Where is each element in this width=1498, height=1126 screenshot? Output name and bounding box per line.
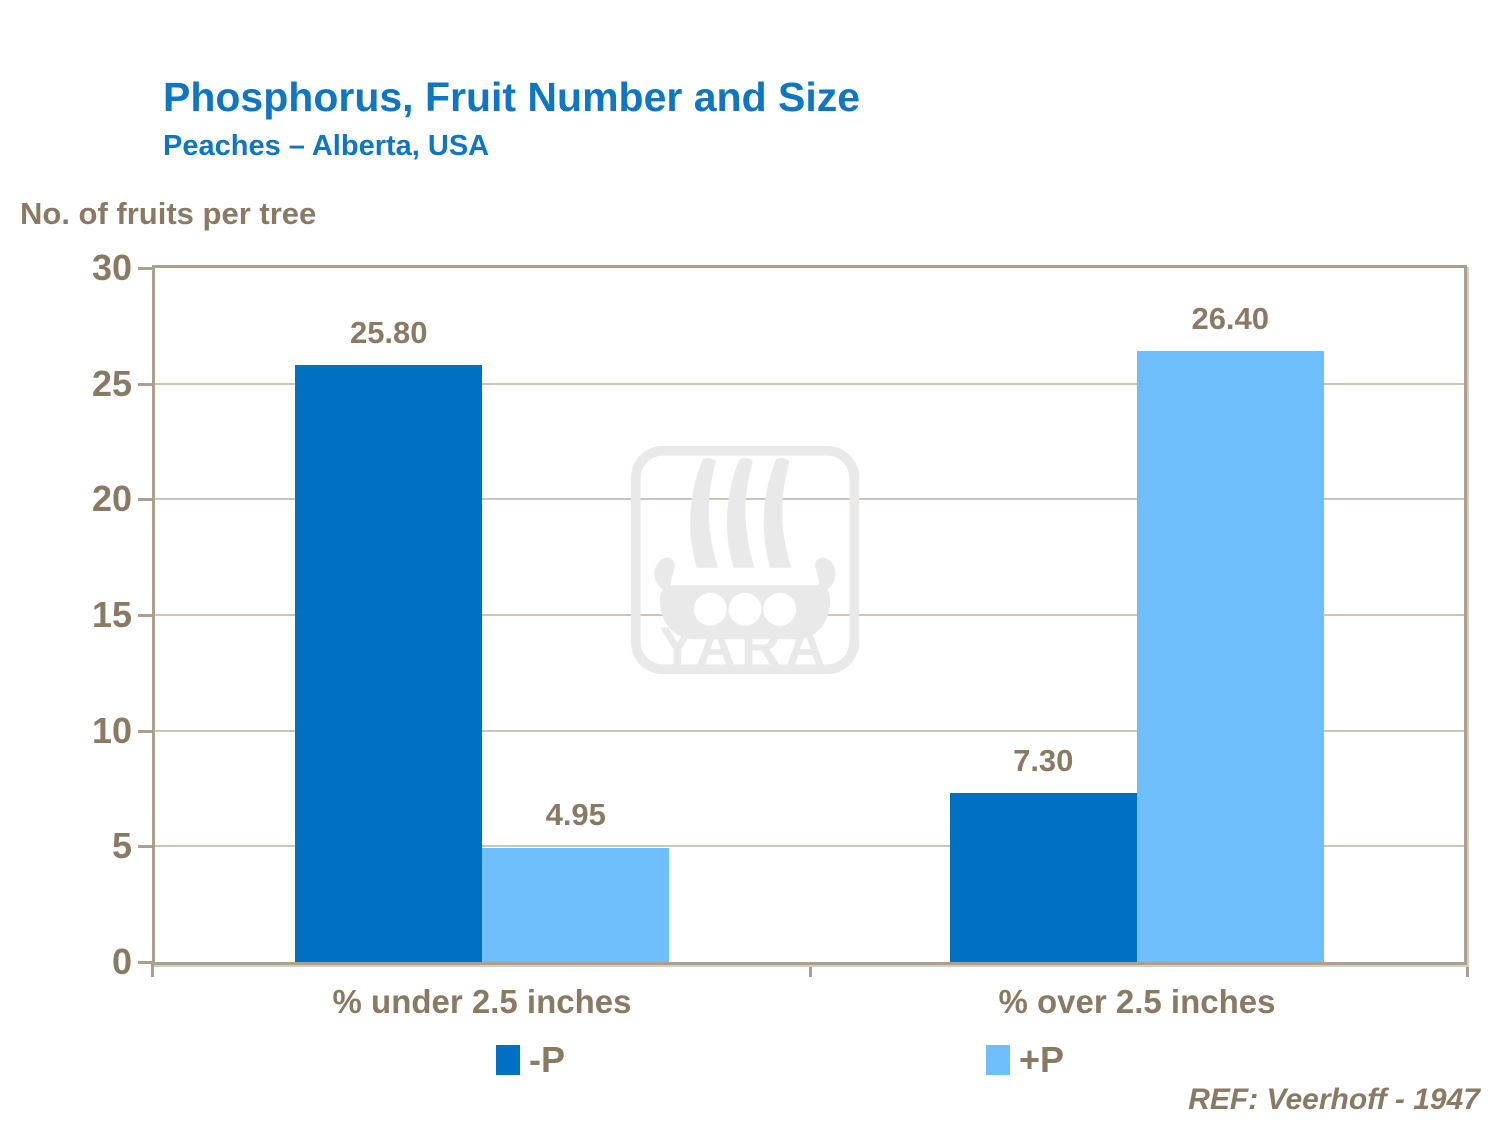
y-tick-label-0: 0 xyxy=(111,941,132,982)
y-tick-mark-0 xyxy=(138,961,152,964)
gridline-5 xyxy=(155,845,1464,848)
x-tick-mark-2 xyxy=(1466,963,1469,977)
legend-swatch-minus-p xyxy=(496,1045,520,1075)
gridline-25 xyxy=(155,382,1464,385)
y-tick-label-20: 20 xyxy=(91,478,132,520)
legend-swatch-plus-p xyxy=(986,1045,1010,1075)
page-subtitle: Peaches – Alberta, USA xyxy=(163,130,490,162)
x-tick-mark-1 xyxy=(808,963,812,977)
y-tick-label-5: 5 xyxy=(111,825,132,867)
y-tick-mark-20 xyxy=(138,498,152,502)
y-tick-label-25: 25 xyxy=(91,362,132,404)
y-tick-mark-5 xyxy=(138,845,152,849)
legend-item-plus-p: +P xyxy=(986,1042,1064,1078)
gridline-10 xyxy=(155,729,1464,732)
plot-area: YARA 25.80 4.95 7.30 26.40 xyxy=(152,265,1467,965)
category-label-under: % under 2.5 inches xyxy=(332,983,632,1020)
y-tick-mark-15 xyxy=(138,614,152,617)
bar-+P-0 xyxy=(482,847,670,962)
bar-+P-1 xyxy=(1136,351,1324,962)
y-tick-label-10: 10 xyxy=(91,709,132,751)
legend-label-plus-p: +P xyxy=(1019,1039,1065,1080)
yara-logo-watermark: YARA xyxy=(630,445,860,676)
bar--P-0 xyxy=(295,365,483,962)
y-tick-mark-25 xyxy=(138,382,152,386)
y-axis-title: No. of fruits per tree xyxy=(20,196,317,231)
y-tick-label-15: 15 xyxy=(91,594,132,635)
bar-value-label-+P-1: 26.40 xyxy=(1191,301,1270,337)
legend-label-minus-p: -P xyxy=(529,1039,565,1080)
bar-value-label--P-0: 25.80 xyxy=(349,315,428,351)
legend-item-minus-p: -P xyxy=(496,1042,565,1078)
y-tick-label-30: 30 xyxy=(91,247,132,288)
bar-value-label--P-1: 7.30 xyxy=(1013,743,1074,779)
reference-note: REF: Veerhoff - 1947 xyxy=(1188,1083,1480,1116)
y-tick-mark-10 xyxy=(138,729,152,733)
gridline-20 xyxy=(155,498,1464,501)
y-tick-mark-30 xyxy=(138,267,152,270)
category-label-over: % over 2.5 inches xyxy=(998,983,1276,1020)
bar-value-label-+P-0: 4.95 xyxy=(545,797,606,833)
page-title: Phosphorus, Fruit Number and Size xyxy=(163,74,861,120)
svg-text:YARA: YARA xyxy=(659,616,831,676)
bar--P-1 xyxy=(949,793,1137,962)
x-tick-mark-0 xyxy=(151,963,154,977)
